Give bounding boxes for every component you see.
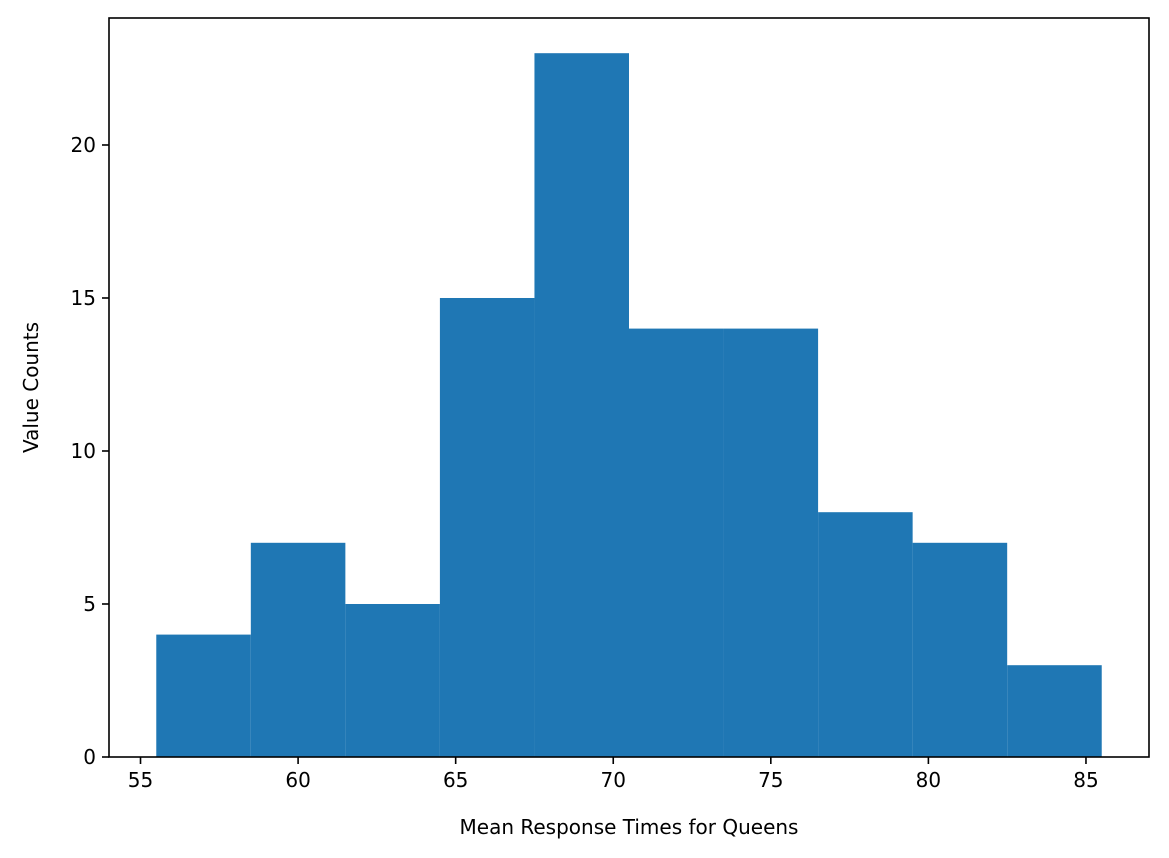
x-axis-label: Mean Response Times for Queens	[460, 815, 799, 839]
plot-frame	[108, 17, 1150, 758]
y-tick-label: 0	[83, 745, 96, 769]
x-tick-label: 75	[758, 768, 783, 792]
y-tick-label: 15	[71, 286, 96, 310]
histogram-bar	[723, 328, 819, 757]
histogram-bar	[156, 634, 251, 757]
x-tick-label: 60	[285, 768, 310, 792]
x-tick-label: 70	[601, 768, 626, 792]
x-tick-label: 85	[1073, 768, 1098, 792]
y-axis-label: Value Counts	[19, 322, 43, 453]
histogram-bar	[1007, 665, 1102, 757]
histogram-bar	[629, 328, 724, 757]
x-axis-ticks: 55 60 65 70 75 80 85	[128, 757, 1099, 792]
x-tick-label: 55	[128, 768, 153, 792]
y-tick-label: 10	[71, 439, 96, 463]
y-tick-label: 20	[71, 133, 96, 157]
x-tick-label: 65	[443, 768, 468, 792]
histogram-bar	[250, 542, 346, 757]
histogram-bar	[818, 512, 913, 757]
y-axis-ticks: 0 5 10 15 20	[71, 133, 109, 769]
histogram-bar	[345, 603, 440, 757]
histogram-bar	[912, 542, 1008, 757]
x-tick-label: 80	[916, 768, 941, 792]
histogram-bar	[439, 297, 535, 757]
histogram-bar	[534, 53, 629, 757]
y-tick-label: 5	[83, 592, 96, 616]
histogram-bars	[156, 53, 1102, 757]
